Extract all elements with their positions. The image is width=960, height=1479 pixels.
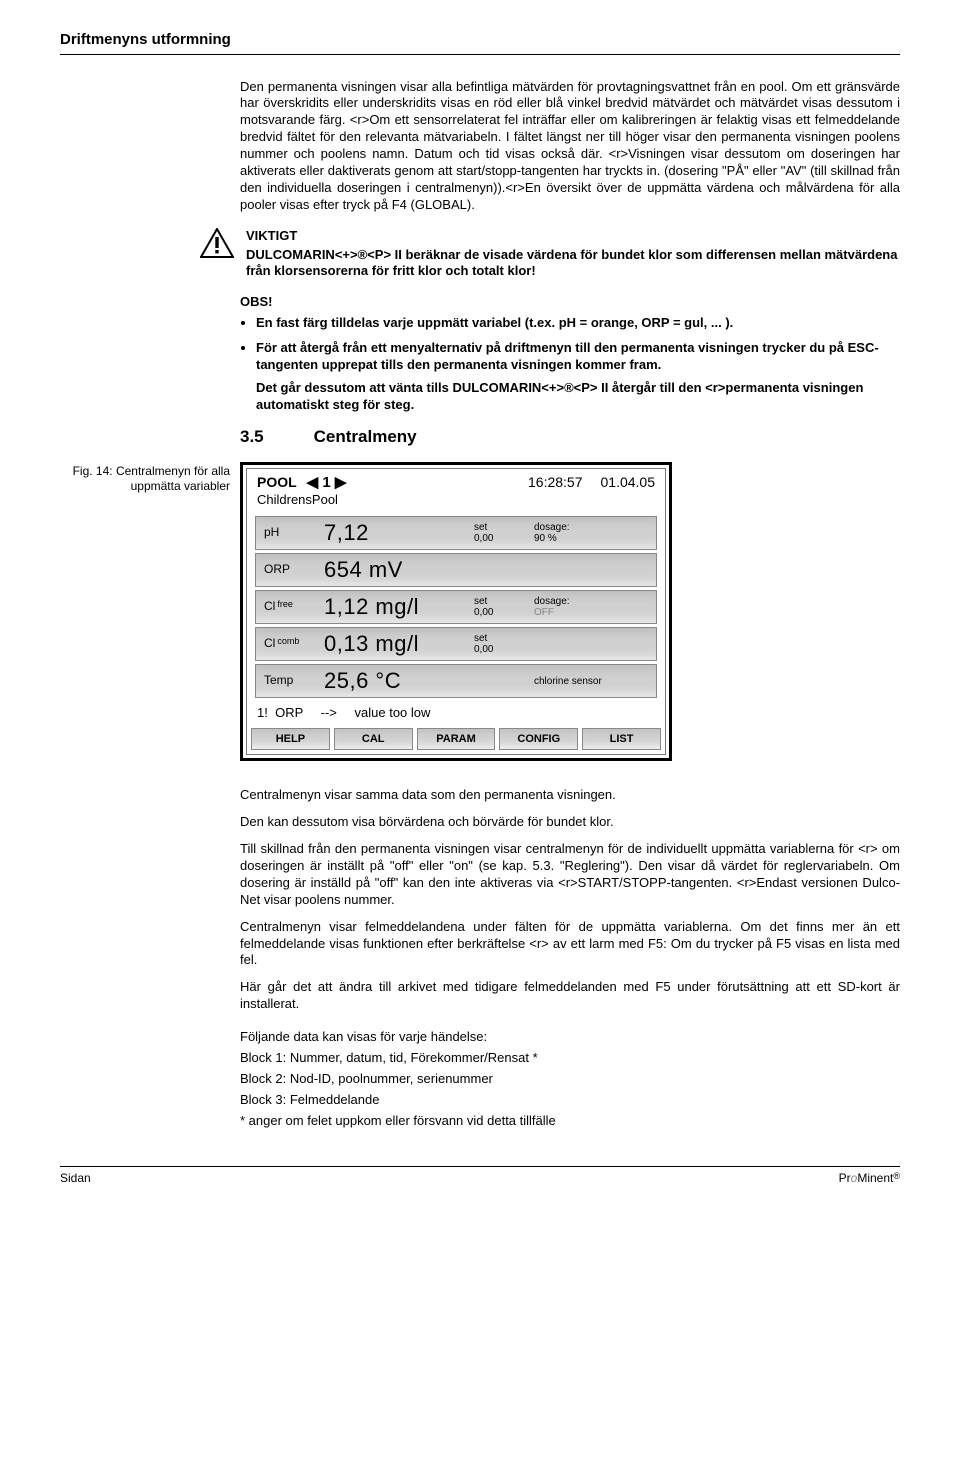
lower-p2: Den kan dessutom visa börvärdena och bör… [240,814,900,831]
block-1: Block 1: Nummer, datum, tid, Förekommer/… [240,1050,900,1067]
lcd-row-value: 7,12 [324,519,474,548]
viktigt-title: VIKTIGT [246,228,900,245]
lcd-button-row: HELPCALPARAMCONFIGLIST [247,724,665,754]
lcd-panel: POOL ◀ 1 ▶ 16:28:57 01.04.05 ChildrensPo… [240,462,672,762]
lcd-row-label: Temp [256,673,324,689]
lcd-status-prefix: 1! [257,705,268,720]
lcd-arrows: ◀ 1 ▶ [307,473,347,493]
lcd-row-label: Clfree [256,599,324,615]
lcd-measurement-row: pH7,12set0,00dosage:90 % [255,516,657,550]
lower-paragraphs: Centralmenyn visar samma data som den pe… [240,787,900,1129]
section-num: 3.5 [240,427,264,446]
block-3: Block 3: Felmeddelande [240,1092,900,1109]
lcd-measurement-row: Temp25,6 °C chlorine sensor [255,664,657,698]
lower-p1: Centralmenyn visar samma data som den pe… [240,787,900,804]
lcd-status-var: ORP [275,705,303,720]
lcd-topbar: POOL ◀ 1 ▶ 16:28:57 01.04.05 [247,469,665,493]
obs-bullet-2b: Det går dessutom att vänta tills DULCOMA… [256,380,900,414]
lcd-row-value: 0,13 mg/l [324,630,474,659]
figure-caption: Fig. 14: Centralmenyn för alla uppmätta … [60,462,230,495]
lcd-status-text: value too low [355,705,431,720]
lcd-row-dosage: dosage:90 % [534,522,634,544]
blocks-intro: Följande data kan visas för varje händel… [240,1029,900,1046]
lower-p3: Till skillnad från den permanenta visnin… [240,841,900,909]
lcd-button-help[interactable]: HELP [251,728,330,750]
lower-p5: Här går det att ändra till arkivet med t… [240,979,900,1013]
lcd-row-label: Clcomb [256,636,324,652]
section-title: Centralmeny [314,427,417,446]
block-footnote: * anger om felet uppkom eller försvann v… [240,1113,900,1130]
footer-brand: ProMinent® [839,1171,900,1187]
section-heading: 3.5 Centralmeny [240,426,900,448]
obs-list: En fast färg tilldelas varje uppmätt var… [240,315,900,413]
lcd-row-label: pH [256,525,324,541]
lcd-row-set: set0,00 [474,633,534,655]
warning-icon [200,228,234,258]
lcd-button-config[interactable]: CONFIG [499,728,578,750]
lcd-measurement-row: Clcomb0,13 mg/lset0,00 [255,627,657,661]
lcd-row-value: 1,12 mg/l [324,593,474,622]
lcd-time: 16:28:57 [528,473,583,491]
page-header: Driftmenyns utformning [60,30,900,55]
viktigt-body: DULCOMARIN<+>®<P> II beräknar de visade … [246,247,900,281]
lcd-row-dosage: chlorine sensor [534,676,634,687]
lcd-date: 01.04.05 [601,473,656,491]
lcd-row-set: set0,00 [474,596,534,618]
lcd-row-value: 25,6 °C [324,667,474,696]
lcd-measurement-row: Clfree1,12 mg/lset0,00dosage:OFF [255,590,657,624]
obs-title: OBS! [240,294,900,311]
lcd-row-set: set0,00 [474,522,534,544]
lcd-row-dosage: dosage:OFF [534,596,634,618]
lower-p4: Centralmenyn visar felmeddelandena under… [240,919,900,970]
block-2: Block 2: Nod-ID, poolnummer, serienummer [240,1071,900,1088]
lcd-row-value: 654 mV [324,556,474,585]
lcd-button-list[interactable]: LIST [582,728,661,750]
lcd-subtitle: ChildrensPool [247,492,665,513]
lcd-status-line: 1! ORP --> value too low [247,701,665,724]
page-footer: Sidan ProMinent® [60,1166,900,1187]
footer-left: Sidan [60,1171,91,1187]
obs-bullet-1: En fast färg tilldelas varje uppmätt var… [256,315,733,330]
lcd-row-label: ORP [256,562,324,578]
lcd-button-param[interactable]: PARAM [417,728,496,750]
lcd-button-cal[interactable]: CAL [334,728,413,750]
intro-paragraph: Den permanenta visningen visar alla befi… [240,79,900,214]
obs-bullet-2a: För att återgå från ett menyalternativ p… [256,340,879,372]
lcd-measurement-row: ORP654 mV [255,553,657,587]
lcd-status-arrow: --> [321,705,337,720]
lcd-pool-label: POOL [257,473,297,491]
